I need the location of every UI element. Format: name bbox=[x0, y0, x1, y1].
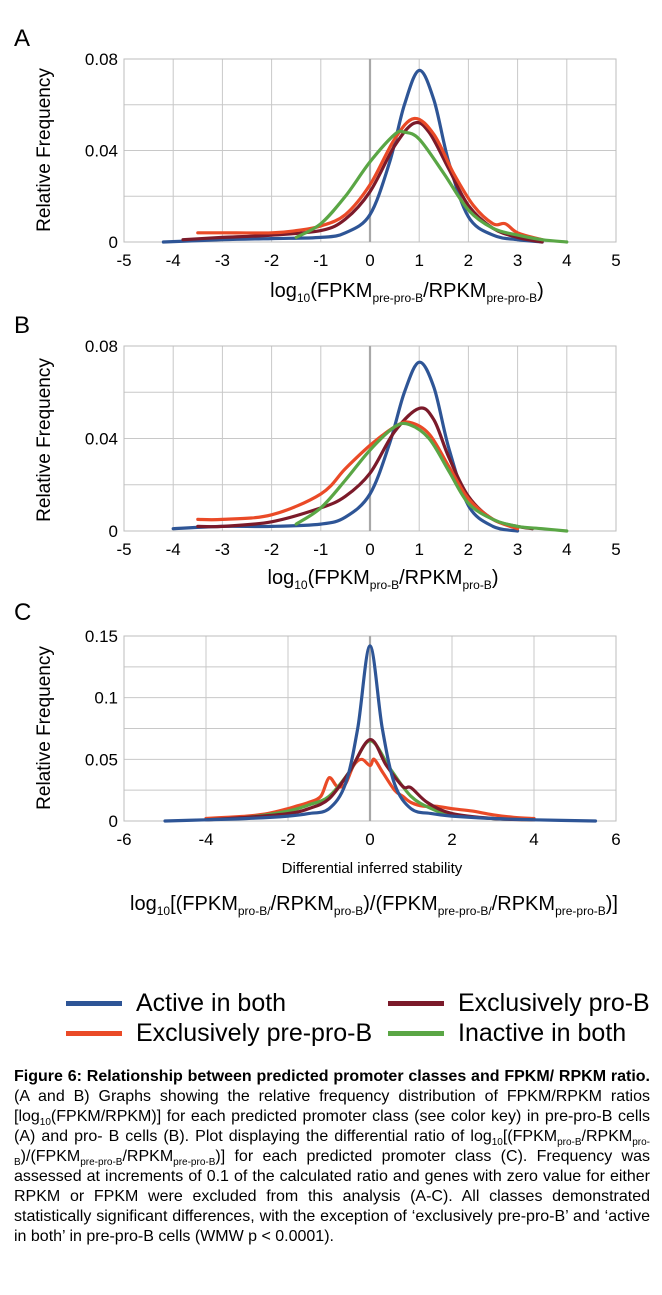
legend-item-inactive: Inactive in both bbox=[388, 1019, 626, 1048]
x-tick-label: -2 bbox=[264, 540, 279, 559]
x-tick-label: -5 bbox=[116, 540, 131, 559]
x-tick-label: 1 bbox=[414, 251, 423, 270]
subtitle-c: Differential inferred stability bbox=[282, 860, 463, 877]
y-tick-label: 0.1 bbox=[94, 689, 118, 708]
caption-sub: pre-pro-B bbox=[80, 1157, 123, 1169]
x-tick-label: -2 bbox=[264, 251, 279, 270]
x-tick-label: 3 bbox=[513, 251, 522, 270]
ylabel-b: Relative Frequency bbox=[34, 358, 55, 522]
plot-c: -6 -4 -2 0 2 4 6 0 0.05 0.1 0.15 bbox=[85, 627, 621, 849]
y-tick-label: 0.15 bbox=[85, 627, 118, 646]
series-line bbox=[196, 420, 520, 531]
x-tick-label: -2 bbox=[280, 830, 295, 849]
x-tick-label: -4 bbox=[198, 830, 213, 849]
caption-text: )] for each predicted promoter class (C)… bbox=[14, 1148, 650, 1245]
y-tick-label: 0.04 bbox=[85, 142, 118, 161]
series-line bbox=[196, 116, 544, 242]
series-line bbox=[204, 738, 536, 822]
caption-sub: pro-B bbox=[14, 1137, 650, 1169]
legend-item-active: Active in both bbox=[66, 989, 286, 1018]
x-tick-label: -5 bbox=[116, 251, 131, 270]
legend-label-inactive: Inactive in both bbox=[458, 1019, 627, 1047]
panel-label-c: C bbox=[14, 599, 31, 626]
x-tick-label: -3 bbox=[215, 540, 230, 559]
x-tick-label: 4 bbox=[562, 251, 571, 270]
caption-text: /RPKM bbox=[581, 1128, 633, 1145]
caption-text: /RPKM bbox=[122, 1148, 174, 1165]
series-line bbox=[294, 129, 569, 244]
legend-swatch-active bbox=[66, 1001, 122, 1006]
x-tick-label: 6 bbox=[611, 830, 620, 849]
panel-label-b: B bbox=[14, 312, 30, 339]
legend-item-pro: Exclusively pro-B bbox=[388, 989, 650, 1018]
x-tick-label: 0 bbox=[365, 830, 374, 849]
x-tick-label: 2 bbox=[447, 830, 456, 849]
x-tick-label: 5 bbox=[611, 540, 620, 559]
x-tick-label: 2 bbox=[464, 251, 473, 270]
y-tick-label: 0.04 bbox=[85, 430, 118, 449]
caption-text: )/(FPKM bbox=[20, 1148, 81, 1165]
x-tick-label: 4 bbox=[562, 540, 571, 559]
caption-sub: 10 bbox=[39, 1117, 51, 1129]
caption-sub: pre-pro-B bbox=[173, 1157, 216, 1169]
x-tick-label: 0 bbox=[365, 540, 374, 559]
legend-swatch-inactive bbox=[388, 1031, 444, 1036]
y-tick-label: 0.05 bbox=[85, 750, 118, 769]
legend-label-pro: Exclusively pro-B bbox=[458, 989, 650, 1017]
legend: Active in both Exclusively pro-B Exclusi… bbox=[0, 985, 662, 1055]
x-tick-label: 4 bbox=[529, 830, 538, 849]
ylabel-a: Relative Frequency bbox=[34, 68, 55, 232]
series-line bbox=[161, 68, 544, 244]
caption-sub: 10 bbox=[491, 1137, 503, 1149]
plot-b: -5 -4 -3 -2 -1 0 1 2 3 4 5 0 0.04 0.08 bbox=[85, 337, 621, 559]
ylabel-c: Relative Frequency bbox=[34, 646, 55, 810]
x-tick-label: 1 bbox=[414, 540, 423, 559]
x-tick-label: -1 bbox=[313, 251, 328, 270]
x-tick-label: 0 bbox=[365, 251, 374, 270]
legend-swatch-pro bbox=[388, 1001, 444, 1006]
caption-text: [(FPKM bbox=[502, 1128, 558, 1145]
legend-label-pre: Exclusively pre-pro-B bbox=[136, 1019, 373, 1047]
x-tick-label: 5 bbox=[611, 251, 620, 270]
y-tick-label: 0.08 bbox=[85, 50, 118, 69]
x-tick-label: -6 bbox=[116, 830, 131, 849]
x-tick-label: -3 bbox=[215, 251, 230, 270]
xlabel-b: log10(FPKMpro-B/RPKMpro-B) bbox=[268, 567, 499, 592]
legend-swatch-pre bbox=[66, 1031, 122, 1036]
caption-text: (A and B) Graphs showing the relative fr… bbox=[14, 1088, 650, 1125]
plot-a: -5 -4 -3 -2 -1 0 1 2 3 4 5 0 0.04 0.08 bbox=[85, 50, 621, 270]
xlabel-c: log10[(FPKMpro-B//RPKMpro-B)/(FPKMpre-pr… bbox=[130, 893, 618, 918]
series-line bbox=[171, 360, 520, 533]
y-tick-label: 0 bbox=[109, 233, 118, 252]
caption-sub: pro-B bbox=[557, 1137, 582, 1149]
y-tick-label: 0 bbox=[109, 522, 118, 541]
series-line bbox=[294, 421, 569, 533]
caption-text: (FPKM/RPKM)] for each predicted promoter… bbox=[14, 1108, 650, 1145]
panel-label-a: A bbox=[14, 25, 30, 52]
series-line bbox=[204, 757, 536, 821]
x-tick-label: 2 bbox=[464, 540, 473, 559]
series-line bbox=[163, 644, 598, 823]
legend-label-active: Active in both bbox=[136, 989, 287, 1017]
x-tick-label: -4 bbox=[166, 540, 181, 559]
y-tick-label: 0 bbox=[109, 812, 118, 831]
figure-charts: A Relative Frequency -5 -4 -3 -2 -1 0 1 2 3 4 5 0 0.… bbox=[14, 25, 621, 918]
figure-caption: Figure 6: Relationship between predicted… bbox=[14, 1067, 650, 1247]
x-tick-label: 3 bbox=[513, 540, 522, 559]
y-tick-label: 0.08 bbox=[85, 337, 118, 356]
xlabel-a: log10(FPKMpre-pro-B/RPKMpre-pro-B) bbox=[270, 280, 544, 305]
x-tick-label: -1 bbox=[313, 540, 328, 559]
caption-title: Figure 6: Relationship between predicted… bbox=[14, 1068, 650, 1085]
legend-item-pre: Exclusively pre-pro-B bbox=[66, 1019, 372, 1048]
x-tick-label: -4 bbox=[166, 251, 181, 270]
